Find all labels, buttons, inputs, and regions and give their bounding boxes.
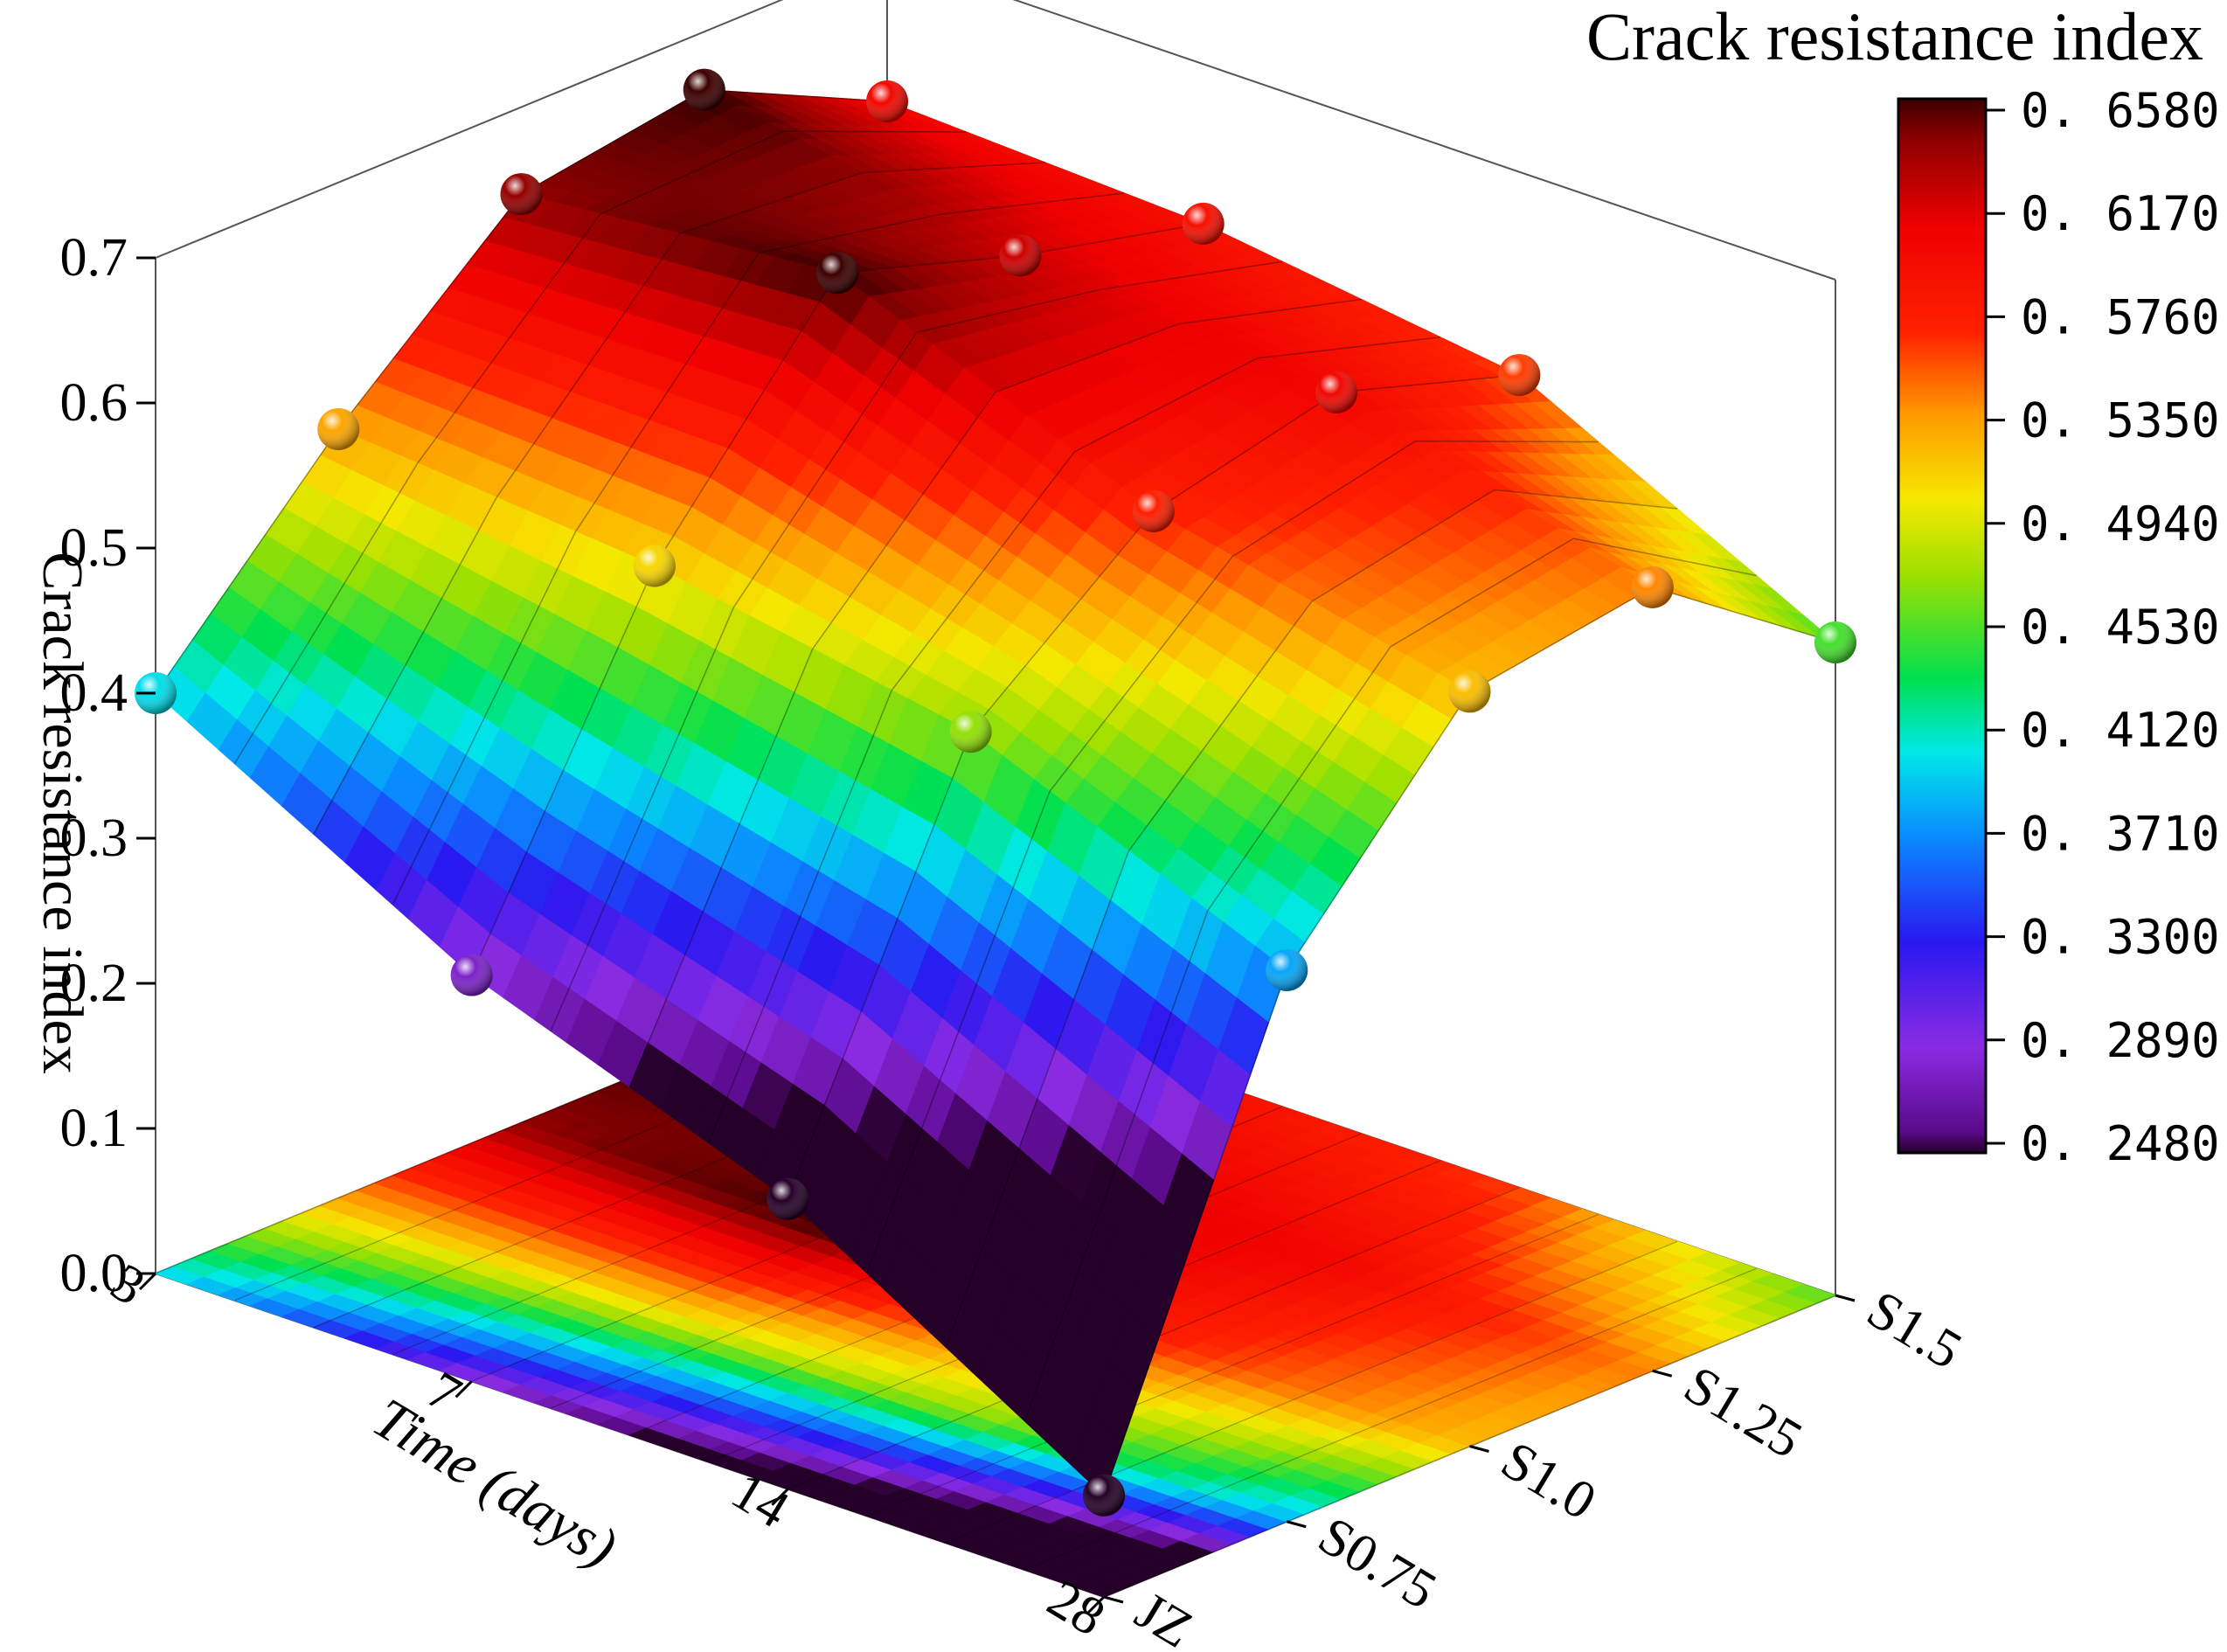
y-tick-label: JZ — [1126, 1581, 1203, 1648]
colorbar-tick-label: 0. 2890 — [2021, 1013, 2220, 1068]
z-tick-label: 0.3 — [60, 809, 128, 868]
surface-contour — [392, 192, 1125, 906]
data-point — [816, 252, 859, 295]
floor-contour — [945, 1240, 1678, 1544]
y-tick — [1103, 1595, 1124, 1604]
data-point — [1498, 354, 1541, 397]
z-tick-label: 0.6 — [60, 373, 128, 433]
data-point — [1631, 566, 1674, 608]
y-tick-label: S1.0 — [1491, 1430, 1606, 1531]
x-tick — [771, 1488, 789, 1506]
data-point — [500, 173, 543, 216]
y-tick-label: S1.5 — [1857, 1280, 1972, 1381]
z-axis-title: Crack resistance index — [31, 552, 94, 1073]
z-tick-label: 0.7 — [60, 228, 128, 288]
data-point — [450, 954, 493, 996]
data-point — [1448, 670, 1491, 713]
data-point — [683, 68, 725, 111]
y-tick — [1286, 1520, 1307, 1529]
z-tick-label: 0.1 — [60, 1099, 128, 1158]
z-tick-label: 0.2 — [60, 954, 128, 1013]
data-point — [999, 234, 1042, 277]
colorbar-tick-label: 0. 5760 — [2021, 289, 2220, 344]
y-tick — [1835, 1294, 1856, 1302]
z-tick-label: 0.5 — [60, 518, 128, 578]
floor-contour — [866, 1213, 1599, 1517]
colorbar-tick-label: 0. 4940 — [2021, 496, 2220, 552]
x-tick — [454, 1380, 473, 1399]
data-points — [135, 68, 1856, 1517]
y-tick-label: S1.25 — [1675, 1355, 1813, 1470]
colorbar-tick-label: 0. 6580 — [2021, 83, 2220, 138]
colorbar: Crack resistance index 0. 2480 0. 2890 0. … — [1586, 0, 2220, 1171]
y-tick — [1652, 1369, 1673, 1378]
data-point — [866, 80, 908, 122]
colorbar-tick-label: 0. 3710 — [2021, 806, 2220, 861]
z-tick-label: 0.0 — [60, 1244, 128, 1303]
surface-contour — [945, 489, 1678, 1348]
x-tick — [138, 1272, 157, 1291]
colorbar-tick-label: 0. 5350 — [2021, 393, 2220, 448]
colorbar-tick-label: 0. 6170 — [2021, 186, 2220, 241]
x-tick — [1086, 1595, 1106, 1614]
data-point — [1266, 948, 1308, 991]
surface-contour — [708, 337, 1441, 1143]
surface-contour — [550, 260, 1283, 1031]
floor-contour — [1024, 1267, 1757, 1571]
surface-contour — [313, 162, 1045, 835]
colorbar-tick-label: 0. 2480 — [2021, 1116, 2220, 1171]
surface-contour — [233, 130, 967, 765]
colorbar-tick-label: 0. 3300 — [2021, 910, 2220, 965]
data-point — [1083, 1474, 1125, 1517]
y-tick — [1469, 1445, 1489, 1453]
data-point — [317, 407, 360, 450]
z-tick-label: 0.4 — [60, 663, 128, 723]
data-point — [1132, 489, 1175, 532]
colorbar-tick-label: 0. 4120 — [2021, 703, 2220, 758]
data-point — [1315, 371, 1358, 413]
y-tick-label: S0.75 — [1308, 1505, 1447, 1621]
data-point — [633, 545, 676, 587]
box-edge — [155, 0, 784, 259]
surface-contour — [866, 440, 1599, 1274]
data-point — [767, 1177, 809, 1220]
box-edge — [1012, 0, 1836, 281]
colorbar-tick-label: 0. 4530 — [2021, 600, 2220, 655]
data-point — [1814, 621, 1856, 663]
data-point — [1182, 202, 1225, 245]
surface-contour — [628, 298, 1362, 1087]
colorbar-gradient — [1897, 97, 1988, 1155]
colorbar-title: Crack resistance index — [1586, 0, 2203, 74]
surface-contour — [1023, 538, 1757, 1422]
data-point — [949, 711, 992, 753]
